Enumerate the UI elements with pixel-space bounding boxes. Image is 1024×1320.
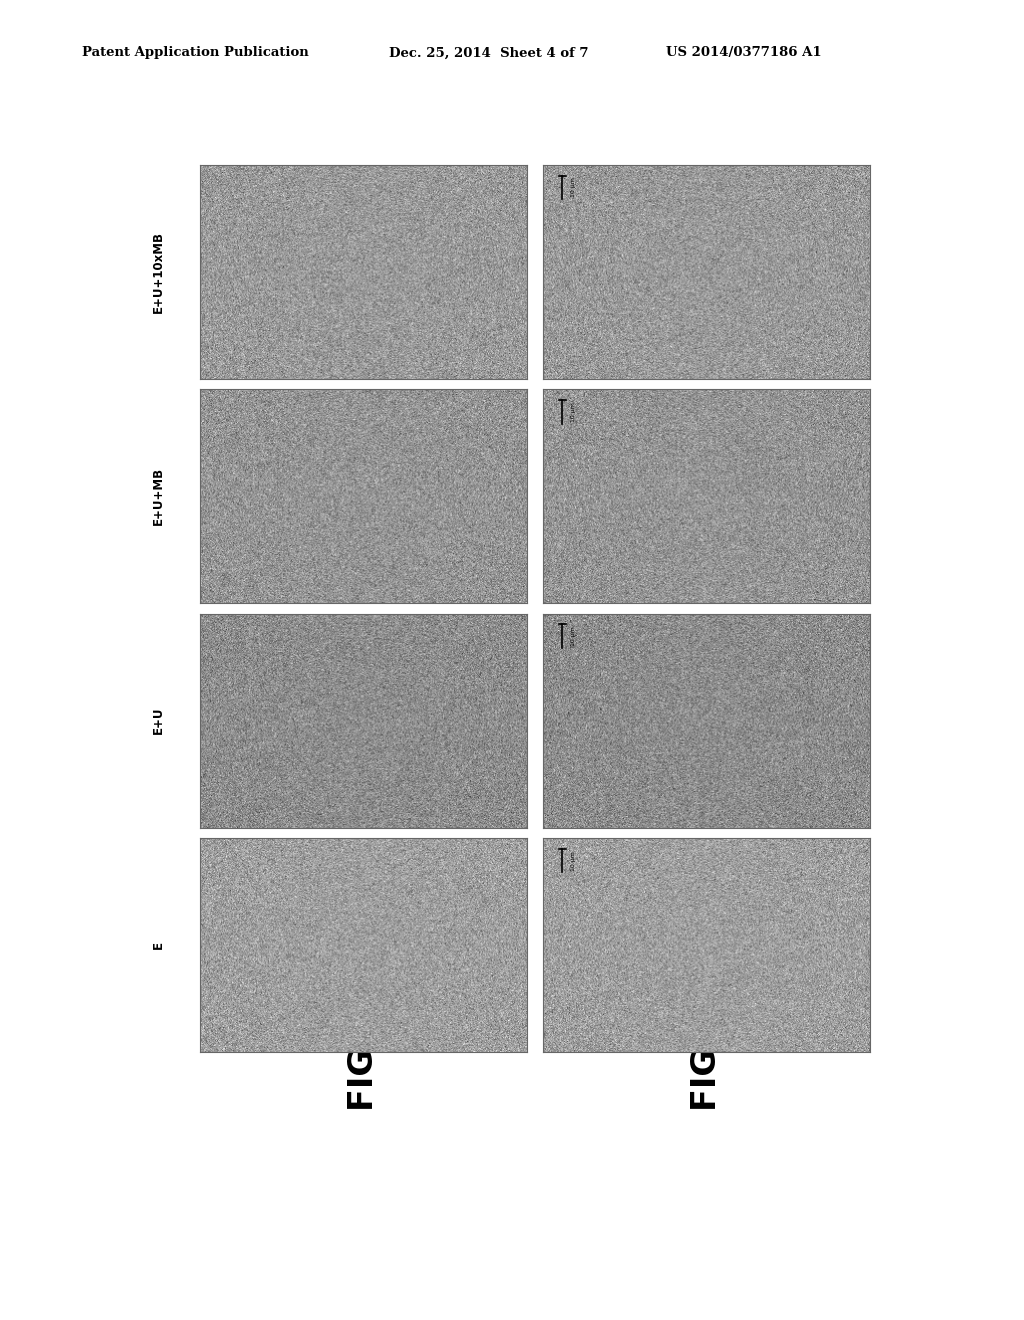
- Text: Dec. 25, 2014  Sheet 4 of 7: Dec. 25, 2014 Sheet 4 of 7: [389, 46, 589, 59]
- Text: FIG. 4A: FIG. 4A: [347, 974, 380, 1111]
- Text: 10 μm: 10 μm: [570, 177, 575, 198]
- Text: US 2014/0377186 A1: US 2014/0377186 A1: [666, 46, 821, 59]
- Text: E+U+10xMB: E+U+10xMB: [153, 231, 165, 313]
- Text: E+U: E+U: [153, 708, 165, 734]
- Text: FIG. 4B: FIG. 4B: [690, 975, 723, 1110]
- Text: 10 μm: 10 μm: [570, 401, 575, 422]
- Text: 10 μm: 10 μm: [570, 850, 575, 871]
- Text: 10 μm: 10 μm: [570, 626, 575, 647]
- Text: Patent Application Publication: Patent Application Publication: [82, 46, 308, 59]
- Text: E: E: [153, 941, 165, 949]
- Text: E+U+MB: E+U+MB: [153, 467, 165, 525]
